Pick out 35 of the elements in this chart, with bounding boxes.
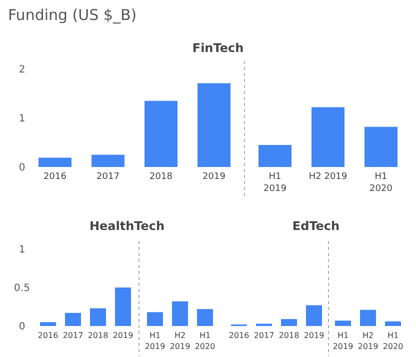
x-tick-label: H2 2019 [170,331,190,351]
y-tick-label: 2 [18,64,26,76]
x-tick-label: 2019 [202,172,226,182]
x-tick-label: H1 2019 [332,331,354,351]
x-tick-label: 2019 [304,331,324,340]
x-tick-label: 2017 [96,172,120,182]
chart-title: FinTech [192,41,244,55]
x-tick-label: 2017 [62,331,84,340]
y-tick-label: 0 [18,162,26,174]
y-axis-title: Funding (US $_B) [8,6,137,24]
x-tick-label: 2019 [112,331,134,340]
x-tick-label: H2 2019 [358,331,378,351]
bar [360,310,376,326]
x-tick-label: H2 2019 [308,172,348,182]
x-tick-label: H1 2020 [382,331,404,351]
bar [335,320,351,326]
y-tick-label: 1 [18,244,26,256]
y-tick-label: 1 [18,114,26,124]
x-tick-label: 2018 [88,331,108,340]
x-tick-label: H1 2019 [144,331,166,351]
x-tick-label: H1 2020 [194,331,216,351]
x-tick-label: 2018 [150,172,173,182]
x-tick-label: 2018 [278,331,300,340]
x-tick-label: 2017 [254,331,274,340]
x-tick-label: 2016 [38,331,58,340]
x-tick-label: 2016 [44,172,67,182]
y-tick-label: 0.5 [14,283,30,294]
x-tick-label: H1 2020 [370,172,393,194]
bar [281,319,297,326]
chart-title: EdTech [292,219,340,233]
bar [385,321,401,326]
x-tick-label: H1 2019 [264,172,287,194]
chart-title: HealthTech [89,219,165,233]
y-tick-label: 0 [18,322,26,332]
x-tick-label: 2016 [228,331,250,340]
